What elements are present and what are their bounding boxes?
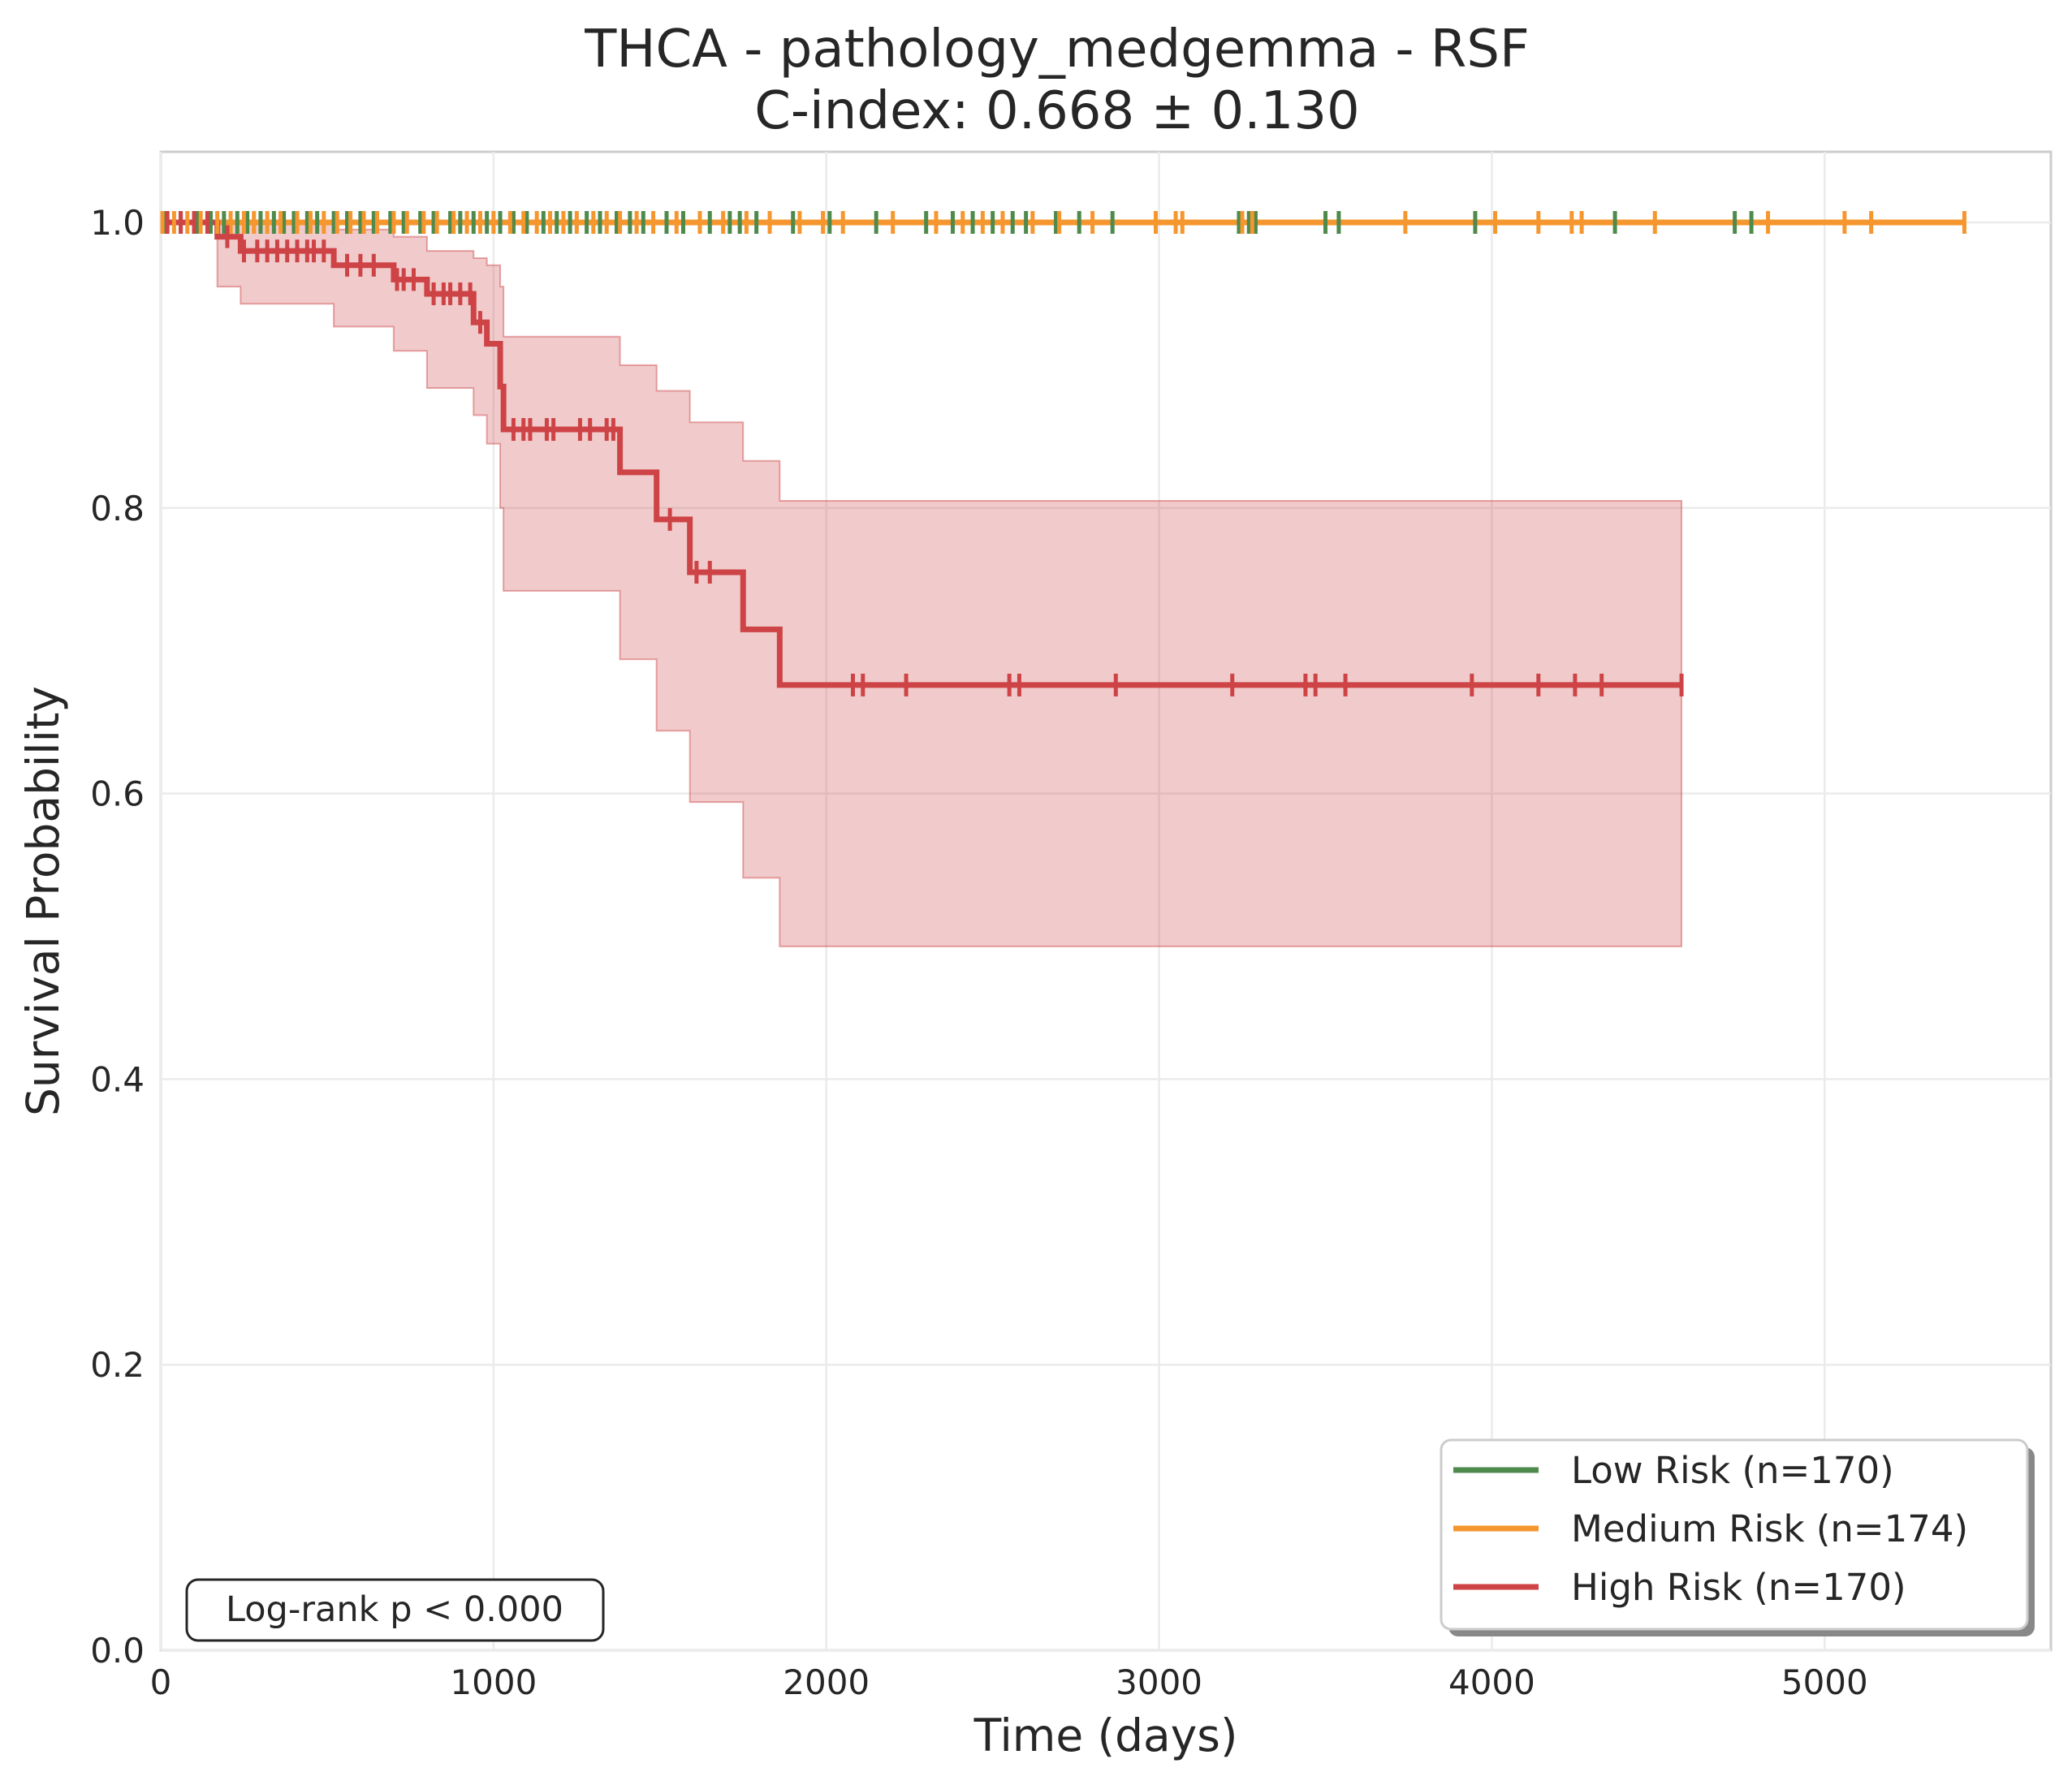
legend-label: Medium Risk (n=174) xyxy=(1571,1507,1968,1550)
plot-area xyxy=(159,150,2053,1652)
y-tick-labels: 0.0 0.2 0.4 0.6 0.8 1.0 xyxy=(90,203,145,1671)
x-axis-label: Time (days) xyxy=(973,1710,1238,1761)
y-axis-label: Survival Probability xyxy=(17,686,69,1116)
legend-box xyxy=(1440,1438,2029,1631)
legend-label: Low Risk (n=170) xyxy=(1571,1449,1894,1492)
grid-lines xyxy=(159,152,2051,1652)
confidence-band xyxy=(161,222,1683,947)
survival-curve xyxy=(161,219,1682,688)
x-tick-label: 5000 xyxy=(1781,1662,1868,1702)
y-tick-label: 0.8 xyxy=(90,489,145,528)
y-tick-label: 0.2 xyxy=(90,1345,145,1385)
annotation-text: Log-rank p < 0.000 xyxy=(226,1589,563,1630)
y-tick-label: 0.0 xyxy=(90,1631,145,1671)
x-tick-label: 2000 xyxy=(783,1662,870,1702)
y-tick-label: 1.0 xyxy=(90,203,145,243)
legend-items: Low Risk (n=170) Medium Risk (n=174) High … xyxy=(1453,1449,1968,1609)
x-tick-label: 3000 xyxy=(1116,1662,1202,1702)
y-tick-label: 0.4 xyxy=(90,1059,145,1099)
chart-title: THCA - pathology_medgemma - RSF xyxy=(584,19,1530,80)
censor-marks xyxy=(160,211,1966,696)
y-tick-label: 0.6 xyxy=(90,774,145,814)
annotation-box xyxy=(185,1578,605,1642)
legend: Low Risk (n=170) Medium Risk (n=174) High … xyxy=(1440,1438,2035,1636)
confidence-bands xyxy=(161,222,1683,947)
x-tick-label: 1000 xyxy=(450,1662,537,1702)
x-tick-labels: 0 1000 2000 3000 4000 5000 xyxy=(150,1662,1868,1702)
chart-subtitle: C-index: 0.668 ± 0.130 xyxy=(754,81,1360,141)
legend-label: High Risk (n=170) xyxy=(1571,1566,1906,1609)
x-tick-label: 4000 xyxy=(1448,1662,1535,1702)
x-tick-label: 0 xyxy=(150,1662,172,1702)
logrank-annotation: Log-rank p < 0.000 xyxy=(185,1578,605,1642)
